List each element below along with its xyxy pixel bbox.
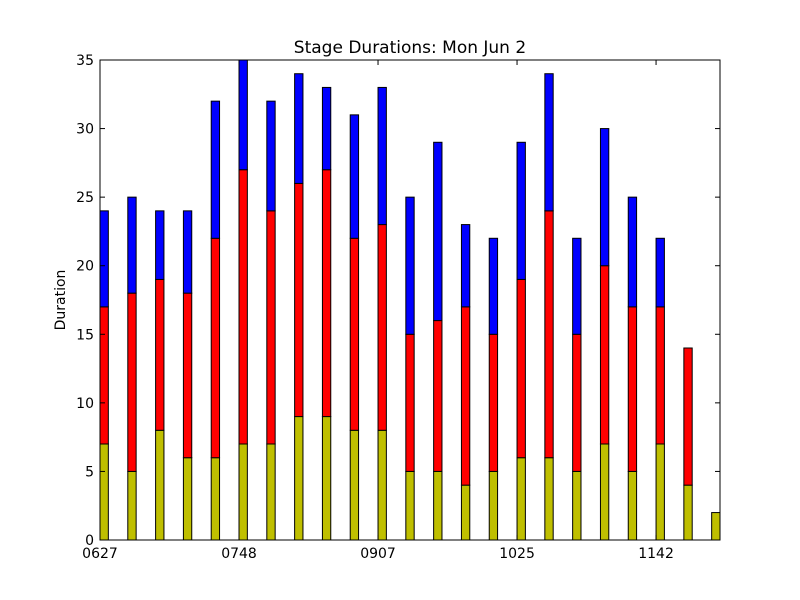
bar-segment-1-10 [377,224,387,431]
y-tick-label: 0 [85,533,94,549]
bar-segment-2-16 [544,73,554,212]
bar-segment-1-17 [572,333,582,472]
bars-group [99,59,721,541]
bar-segment-2-15 [516,141,526,280]
bar-segment-1-2 [155,278,165,431]
bar-segment-2-12 [433,141,443,322]
y-tick-label: 15 [76,327,94,343]
y-tick-label: 25 [76,190,94,206]
bar-segment-2-8 [321,86,332,171]
y-tick-label: 30 [76,122,94,138]
bar-segment-0-22 [711,512,721,541]
bar-segment-1-0 [99,306,109,445]
bar-segment-0-21 [683,484,693,541]
x-tick-label: 0748 [221,546,257,562]
bar-segment-0-10 [377,429,387,541]
bar-segment-1-21 [683,347,693,486]
bar-segment-2-10 [377,86,387,226]
bar-segment-1-7 [294,182,304,418]
x-tick-label: 0627 [82,546,118,562]
y-tick-label: 10 [76,396,94,412]
bar-segment-2-4 [210,100,221,239]
chart-title: Stage Durations: Mon Jun 2 [294,38,526,58]
bar-segment-1-11 [405,333,415,472]
bar-segment-1-14 [488,333,499,472]
bar-segment-0-11 [405,470,415,541]
bar-segment-0-3 [182,457,193,541]
bar-segment-0-20 [655,443,665,541]
bar-segment-0-12 [433,470,443,541]
bar-segment-2-6 [266,100,276,212]
x-tick-label: 0907 [360,546,396,562]
bar-segment-2-18 [599,128,610,267]
bar-segment-2-9 [349,114,360,239]
bar-segment-0-19 [627,470,638,541]
bar-segment-2-13 [460,224,471,308]
bar-segment-1-19 [627,306,638,472]
bar-segment-1-8 [321,169,332,418]
bar-segment-2-11 [405,196,415,335]
bar-segment-2-0 [99,210,109,308]
bar-segment-1-4 [210,237,221,459]
bar-segment-0-17 [572,470,582,541]
bar-segment-1-12 [433,320,443,472]
bar-segment-0-1 [127,470,137,541]
plot-frame [99,59,721,541]
y-tick-label: 5 [85,464,94,480]
bar-segment-2-2 [155,210,165,280]
bar-segment-1-3 [182,292,193,459]
bar-segment-0-0 [99,443,109,541]
bar-segment-2-14 [488,237,499,335]
y-axis-label: Duration [53,270,69,331]
bar-segment-2-1 [127,196,137,294]
bar-segment-1-16 [544,210,554,459]
bar-segment-0-8 [321,416,332,541]
bar-segment-0-14 [488,470,499,541]
bar-segment-2-20 [655,237,665,308]
bar-segment-2-7 [294,73,304,184]
bar-segment-1-18 [599,265,610,445]
bar-segment-2-5 [238,59,248,171]
y-tick-label: 20 [76,259,94,275]
bar-segment-0-7 [294,416,304,541]
bar-segment-1-15 [516,278,526,459]
bar-segment-2-19 [627,196,638,308]
bar-segment-1-1 [127,292,137,472]
bar-segment-0-6 [266,443,276,541]
bar-segment-0-9 [349,429,360,541]
bar-segment-0-2 [155,429,165,541]
bar-segment-0-5 [238,443,248,541]
bar-segment-2-17 [572,237,582,335]
bar-segment-0-4 [210,457,221,541]
bar-segment-0-13 [460,484,471,541]
bar-segment-0-16 [544,457,554,541]
bar-segment-1-5 [238,169,248,445]
y-tick-label: 35 [76,53,94,69]
bar-segment-1-13 [460,306,471,486]
ticks-group: 0 5 10 15 20 25 30 35 0627 0748 0907 1025 1142 [76,53,720,562]
bar-segment-0-18 [599,443,610,541]
x-tick-label: 1142 [638,546,674,562]
bar-segment-1-20 [655,306,665,445]
bar-segment-0-15 [516,457,526,541]
bar-segment-1-9 [349,237,360,431]
x-tick-label: 1025 [499,546,535,562]
bar-segment-1-6 [266,210,276,445]
bar-segment-2-3 [182,210,193,294]
